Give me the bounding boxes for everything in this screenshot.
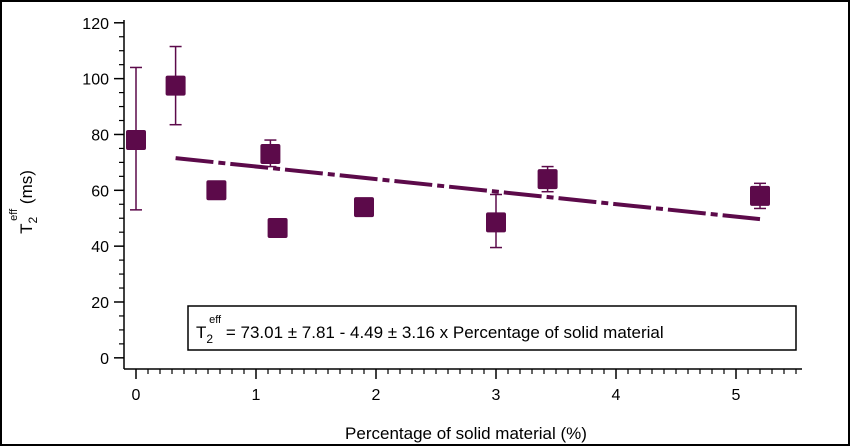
x-tick-label: 3 bbox=[492, 387, 501, 404]
x-tick-label: 1 bbox=[252, 387, 261, 404]
data-point bbox=[537, 165, 558, 193]
y-tick-label: 120 bbox=[82, 16, 109, 33]
y-tick-label: 80 bbox=[91, 127, 109, 144]
data-point bbox=[354, 197, 374, 218]
square-marker bbox=[206, 180, 227, 201]
axes: 0 20 40 60 80 100 120 0 1 2 3 4 5 bbox=[82, 16, 802, 404]
x-tick-label: 4 bbox=[612, 387, 621, 404]
data-point bbox=[750, 182, 770, 210]
data-point bbox=[206, 180, 227, 201]
data-point bbox=[260, 139, 281, 168]
square-marker bbox=[267, 218, 288, 239]
fit-line-group bbox=[175, 156, 761, 222]
y-axis-title-superscript: eff bbox=[8, 208, 20, 221]
square-marker bbox=[486, 212, 506, 233]
y-tick-label: 0 bbox=[100, 351, 109, 368]
annotation-symbol: T bbox=[196, 323, 206, 342]
square-marker bbox=[126, 130, 146, 151]
annotation-subscript: 2 bbox=[206, 332, 213, 346]
annotation-box bbox=[187, 305, 797, 351]
annotation-equation: = 73.01 ± 7.81 - 4.49 ± 3.16 x Percentag… bbox=[221, 323, 664, 342]
y-axis-title-subscript: 2 bbox=[26, 217, 40, 224]
x-tick-label: 2 bbox=[372, 387, 381, 404]
x-axis-title: Percentage of solid material (%) bbox=[345, 424, 587, 443]
data-point bbox=[486, 193, 506, 249]
square-marker bbox=[260, 144, 281, 165]
y-axis-title-symbol: T bbox=[17, 224, 36, 234]
equation-annotation: T2 eff = 73.01 ± 7.81 - 4.49 ± 3.16 x Per… bbox=[187, 305, 797, 351]
annotation-text: T2 eff = 73.01 ± 7.81 - 4.49 ± 3.16 x Per… bbox=[196, 314, 664, 346]
y-axis-title-unit: (ms) bbox=[17, 170, 36, 209]
fit-line bbox=[175, 156, 761, 222]
data-points bbox=[126, 45, 770, 249]
y-tick-label: 40 bbox=[91, 239, 109, 256]
square-marker bbox=[165, 75, 186, 96]
annotation-superscript: eff bbox=[209, 314, 222, 326]
square-marker bbox=[537, 169, 558, 190]
y-tick-label: 60 bbox=[91, 183, 109, 200]
svg-text:T2eff (ms): T2 eff (ms) bbox=[8, 170, 40, 234]
data-point bbox=[165, 45, 186, 126]
y-tick-label: 100 bbox=[82, 72, 109, 89]
data-point bbox=[267, 218, 288, 239]
y-axis-title: T2 eff (ms) bbox=[8, 170, 40, 234]
square-marker bbox=[354, 197, 374, 218]
x-tick-label: 0 bbox=[132, 387, 141, 404]
x-tick-label: 5 bbox=[732, 387, 741, 404]
square-marker bbox=[750, 185, 770, 206]
y-tick-label: 20 bbox=[91, 295, 109, 312]
data-point bbox=[126, 66, 146, 211]
